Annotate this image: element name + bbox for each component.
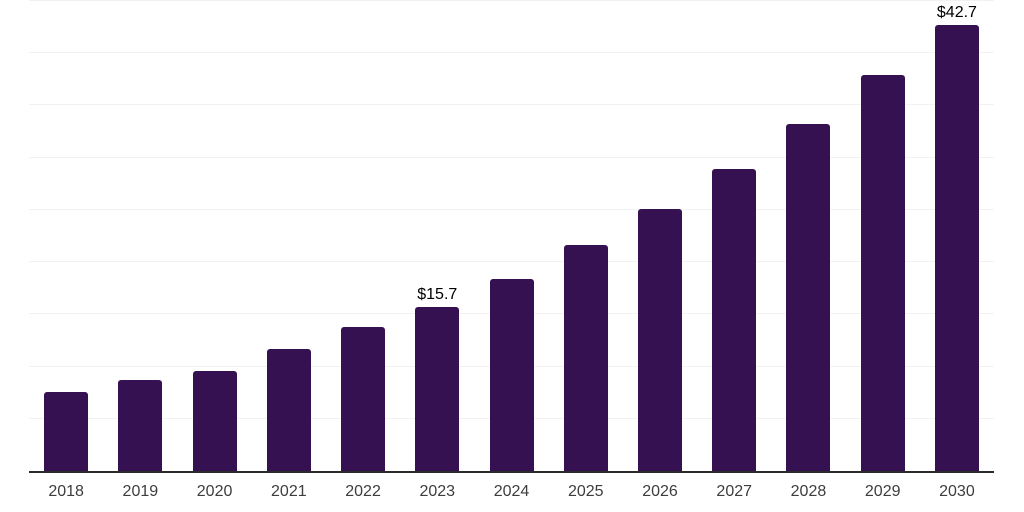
bar (44, 391, 89, 471)
bar-value-label: $15.7 (417, 286, 458, 304)
x-axis-labels: 2018 2019 2020 2021 2022 2023 2024 2025 2026 2027… (29, 473, 994, 512)
gridline (29, 261, 994, 263)
gridline (29, 156, 994, 158)
bars: $15.7 $42.7 (29, 1, 994, 471)
bar: $15.7 (415, 287, 460, 471)
gridline (29, 104, 994, 106)
plot-area: $15.7 $42.7 (29, 0, 994, 473)
bar: $42.7 (934, 5, 979, 471)
bar (637, 208, 682, 471)
x-tick-label: 2026 (642, 483, 678, 500)
x-tick-label: 2024 (493, 483, 530, 500)
bar-column (103, 1, 177, 471)
gridline (29, 52, 994, 54)
bar-value-label: $42.7 (936, 4, 977, 22)
bar (563, 245, 608, 471)
x-tick-label: 2029 (864, 483, 901, 500)
x-tick-label: 2020 (196, 483, 233, 500)
bar-column (177, 1, 251, 471)
bar (192, 370, 237, 471)
bar (118, 380, 163, 471)
x-tick-label: 2027 (716, 483, 753, 500)
x-tick-label: 2018 (48, 483, 84, 500)
bar-column: $42.7 (920, 1, 994, 471)
bar (489, 278, 534, 471)
x-tick-label: 2021 (271, 483, 307, 500)
x-tick-label: 2019 (122, 483, 159, 500)
bar (341, 326, 386, 471)
bar-column (29, 1, 103, 471)
bar-column (697, 1, 771, 471)
bar (266, 348, 311, 471)
x-tick-label: 2023 (419, 483, 456, 500)
x-tick-label: 2025 (567, 483, 604, 500)
bar-column (846, 1, 920, 471)
bar-column: $15.7 (400, 1, 474, 471)
bar (712, 169, 757, 471)
bar-column (474, 1, 548, 471)
bar (860, 75, 905, 471)
x-tick-label: 2022 (345, 483, 381, 500)
gridline (29, 208, 994, 210)
bar-column (771, 1, 845, 471)
bar-column (252, 1, 326, 471)
bar (786, 124, 831, 471)
x-axis-line (29, 471, 994, 473)
x-tick-label: 2030 (939, 483, 975, 500)
bar-column (623, 1, 697, 471)
x-tick-label: 2028 (790, 483, 827, 500)
bar-column (549, 1, 623, 471)
bar-column (326, 1, 400, 471)
gridline (29, 0, 994, 1)
